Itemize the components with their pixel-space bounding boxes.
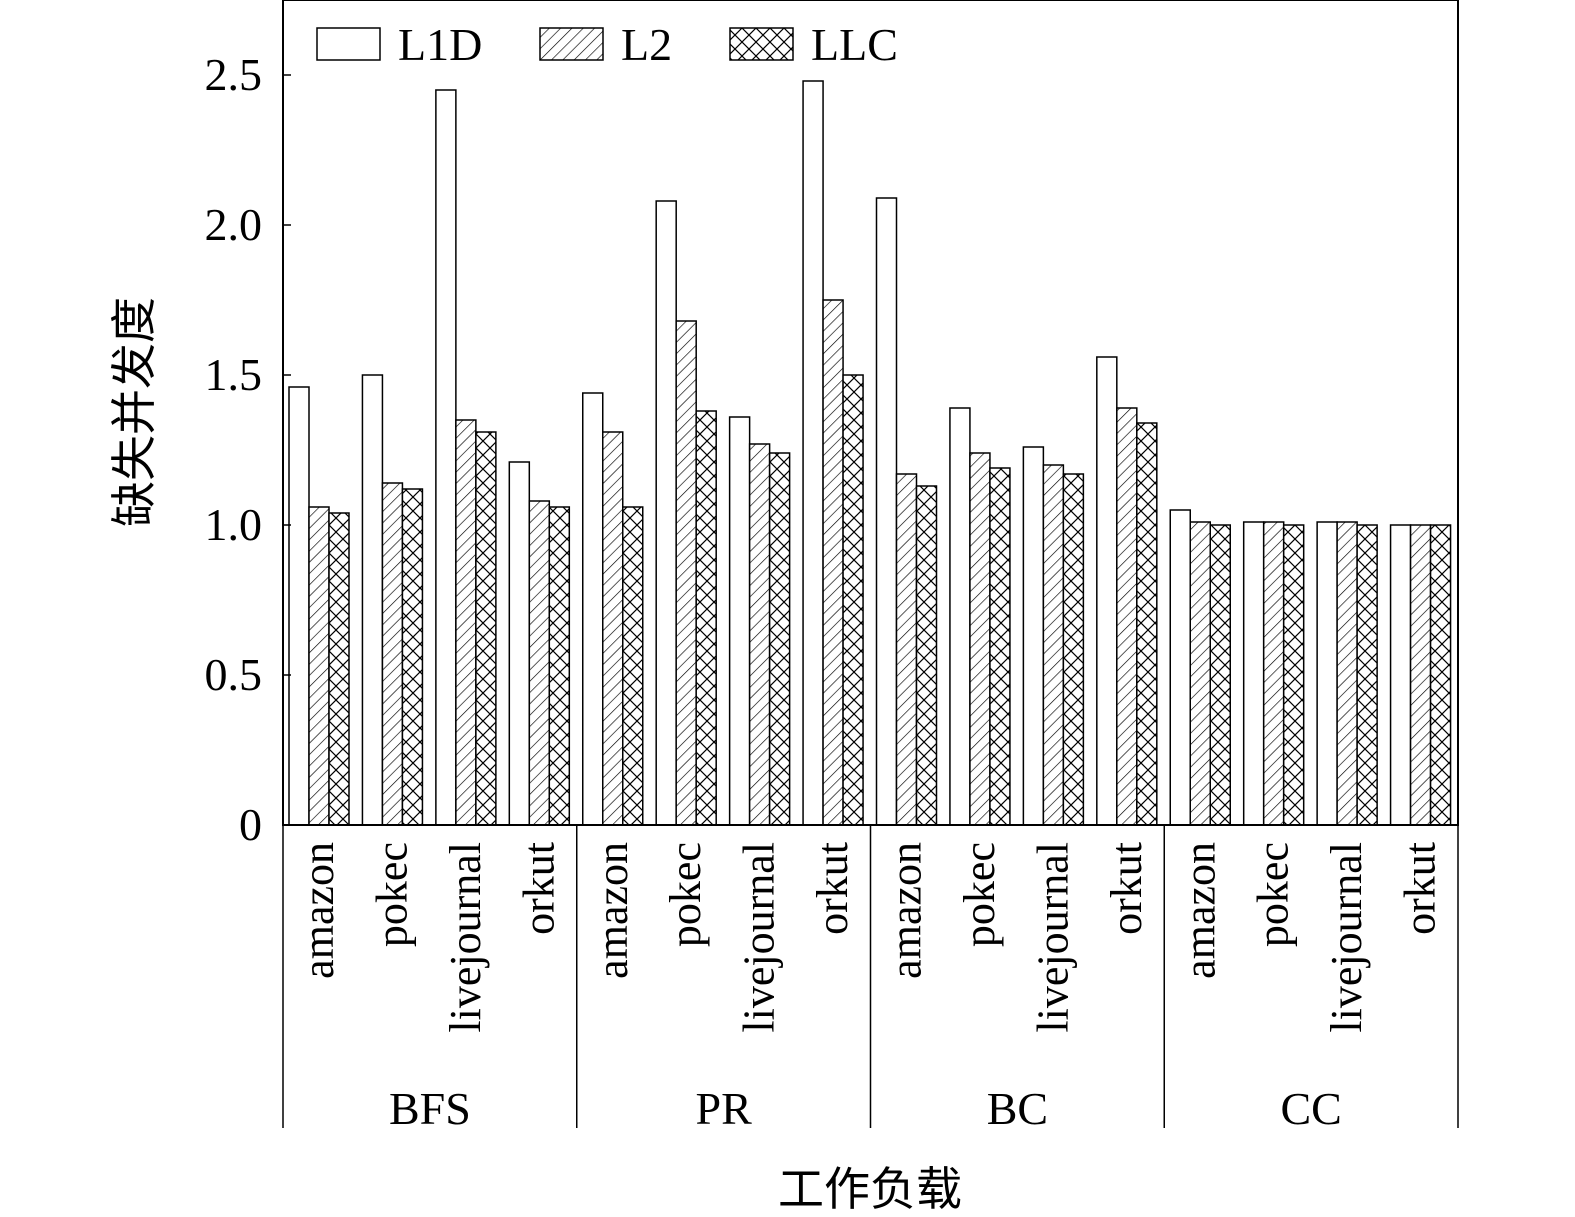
- x-tick-label: amazon: [882, 842, 931, 979]
- bar-pr-pokec-l1d: [655, 200, 677, 826]
- y-tick-label: 2.0: [205, 199, 263, 250]
- bar-bc-pokec-l2: [969, 452, 991, 826]
- legend-swatch-llc: [729, 27, 794, 61]
- bar-pr-livejournal-llc: [768, 452, 791, 826]
- x-tick-label: livejournal: [735, 842, 784, 1033]
- y-tick-label: 2.5: [205, 49, 263, 100]
- bar-bfs-orkut-l1d: [508, 461, 531, 826]
- bar-bfs-pokec-l2: [381, 482, 404, 826]
- legend-swatch-l1d: [316, 27, 381, 61]
- x-tick-label: pokec: [367, 842, 416, 947]
- bar-pr-orkut-l1d: [802, 80, 824, 826]
- bar-bfs-orkut-l2: [528, 500, 551, 826]
- y-tick-label: 1.0: [205, 499, 263, 550]
- bar-bc-orkut-l2: [1116, 407, 1138, 826]
- bar-bc-livejournal-l2: [1042, 464, 1065, 826]
- bar-bc-pokec-llc: [989, 467, 1011, 826]
- bar-bc-pokec-l1d: [949, 407, 971, 826]
- bar-pr-orkut-llc: [842, 374, 864, 826]
- bar-cc-amazon-l2: [1189, 521, 1211, 826]
- bar-cc-orkut-l1d: [1389, 524, 1412, 826]
- y-axis-title: 缺失并发度: [109, 297, 160, 527]
- bar-bfs-livejournal-l2: [455, 419, 477, 826]
- x-tick-label: amazon: [1175, 842, 1224, 979]
- bar-cc-orkut-l2: [1409, 524, 1432, 826]
- bar-bc-amazon-l2: [895, 473, 918, 826]
- y-tick-label: 0.5: [205, 649, 263, 700]
- bar-bc-livejournal-llc: [1062, 473, 1085, 826]
- bar-cc-pokec-l2: [1262, 521, 1285, 826]
- x-tick-label: orkut: [1102, 842, 1151, 935]
- bar-bc-amazon-llc: [915, 485, 938, 826]
- bar-bfs-amazon-l2: [308, 506, 330, 826]
- group-label: BC: [987, 1083, 1048, 1134]
- bar-pr-pokec-l2: [675, 320, 697, 826]
- bar-pr-amazon-l1d: [582, 392, 604, 826]
- bar-bfs-livejournal-l1d: [435, 89, 457, 826]
- x-tick-label: pokec: [955, 842, 1004, 947]
- bar-bc-orkut-llc: [1136, 422, 1158, 826]
- bar-cc-amazon-l1d: [1169, 509, 1191, 826]
- bar-cc-livejournal-l1d: [1316, 521, 1338, 826]
- x-tick-label: amazon: [294, 842, 343, 979]
- bar-bfs-amazon-llc: [328, 512, 350, 826]
- bar-cc-orkut-llc: [1429, 524, 1452, 826]
- axes-layer: amazon pokec livejournal orkut BFS amazon poke…: [205, 0, 1459, 1134]
- bar-cc-livejournal-l2: [1336, 521, 1358, 826]
- legend-label-l1d: L1D: [398, 19, 482, 70]
- x-tick-label: orkut: [808, 842, 857, 935]
- bar-pr-amazon-llc: [622, 506, 644, 826]
- bar-bfs-orkut-llc: [548, 506, 571, 826]
- x-tick-label: pokec: [661, 842, 710, 947]
- bar-bc-orkut-l1d: [1096, 356, 1118, 826]
- bars-layer: [288, 80, 1452, 826]
- group-label: BFS: [389, 1083, 471, 1134]
- legend: L1D L2 LLC: [316, 19, 898, 70]
- bar-pr-livejournal-l1d: [728, 416, 751, 826]
- bar-bfs-pokec-llc: [401, 488, 424, 826]
- x-tick-label: livejournal: [1322, 842, 1371, 1033]
- bar-cc-pokec-llc: [1282, 524, 1305, 826]
- bar-pr-amazon-l2: [602, 431, 624, 826]
- bar-bc-amazon-l1d: [875, 197, 898, 826]
- x-tick-label: livejournal: [1028, 842, 1077, 1033]
- plot-frame: [282, 0, 1459, 826]
- bar-pr-pokec-llc: [695, 410, 717, 826]
- x-axis-title: 工作负载: [778, 1164, 962, 1215]
- bar-cc-amazon-llc: [1209, 524, 1231, 826]
- bar-bc-livejournal-l1d: [1022, 446, 1045, 826]
- x-tick-label: orkut: [1396, 842, 1445, 935]
- bar-bfs-pokec-l1d: [361, 374, 384, 826]
- x-tick-label: pokec: [1249, 842, 1298, 947]
- bar-pr-orkut-l2: [822, 299, 844, 826]
- y-tick-label: 0: [239, 799, 262, 850]
- bar-cc-livejournal-llc: [1356, 524, 1378, 826]
- bar-bfs-livejournal-llc: [475, 431, 497, 826]
- group-label: CC: [1280, 1083, 1341, 1134]
- bar-cc-pokec-l1d: [1242, 521, 1265, 826]
- group-label: PR: [695, 1083, 752, 1134]
- bar-bfs-amazon-l1d: [288, 386, 310, 826]
- x-tick-label: livejournal: [441, 842, 490, 1033]
- y-tick-label: 1.5: [205, 349, 263, 400]
- legend-label-l2: L2: [621, 19, 672, 70]
- legend-swatch-l2: [539, 27, 604, 61]
- bar-pr-livejournal-l2: [748, 443, 771, 826]
- x-tick-label: amazon: [588, 842, 637, 979]
- legend-label-llc: LLC: [811, 19, 898, 70]
- x-tick-label: orkut: [514, 842, 563, 935]
